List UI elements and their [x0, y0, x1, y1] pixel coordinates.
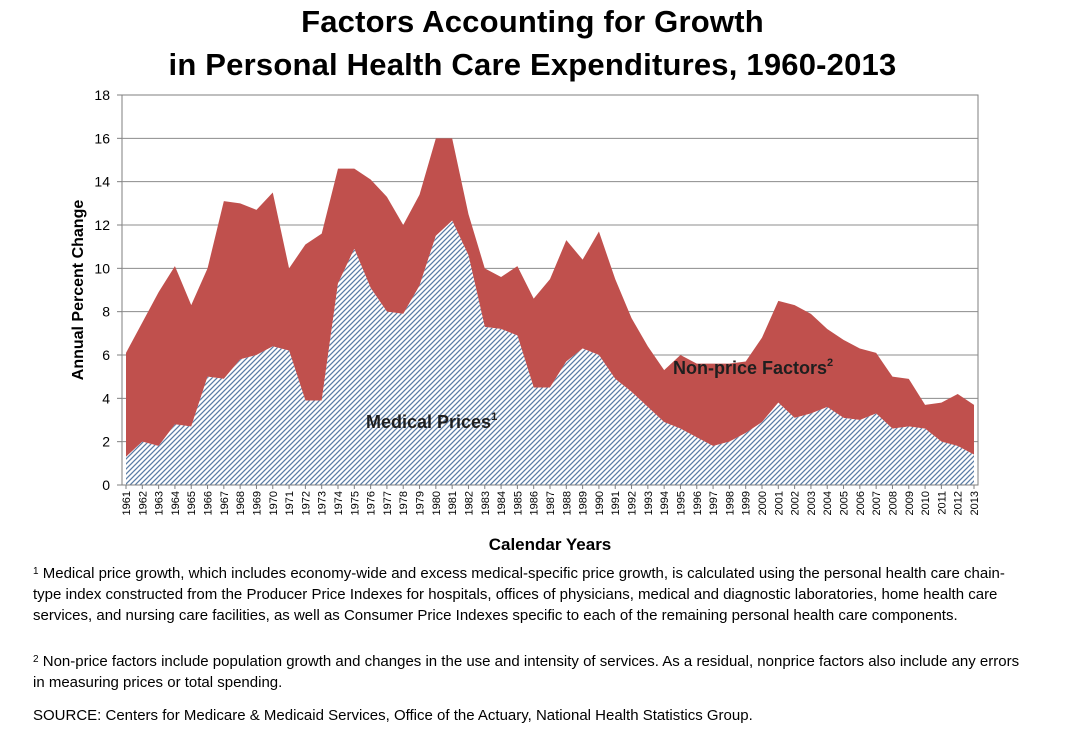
x-tick-label: 1995	[675, 491, 687, 515]
area-medical-prices	[126, 220, 974, 485]
x-tick-label: 1990	[594, 491, 606, 515]
footnote-1: 1 Medical price growth, which includes e…	[33, 563, 1033, 626]
source-note: SOURCE: Centers for Medicare & Medicaid …	[33, 707, 753, 724]
x-tick-label: 1980	[431, 491, 443, 515]
y-tick-label: 10	[94, 260, 110, 276]
x-tick-label: 1986	[529, 491, 541, 515]
x-tick-label: 1973	[317, 491, 329, 515]
x-tick-label: 1977	[382, 491, 394, 515]
footnote-1-text: Medical price growth, which includes eco…	[33, 565, 1005, 624]
x-tick-label: 2002	[790, 491, 802, 515]
x-tick-label: 2006	[855, 491, 867, 515]
y-axis-label: Annual Percent Change	[70, 200, 87, 381]
y-tick-label: 4	[102, 390, 110, 406]
x-tick-label: 1992	[627, 491, 639, 515]
x-tick-label: 1996	[692, 491, 704, 515]
area-non-price-factors	[126, 138, 974, 457]
x-tick-label: 1968	[235, 491, 247, 515]
x-tick-label: 1972	[300, 491, 312, 515]
x-tick-label: 1961	[121, 491, 133, 515]
footnote-2-text: Non-price factors include population gro…	[33, 653, 1020, 691]
x-tick-label: 2011	[936, 491, 948, 515]
x-tick-label: 1978	[398, 491, 410, 515]
chart-title-line-1: Factors Accounting for Growth	[301, 4, 764, 39]
x-tick-label: 1997	[708, 491, 720, 515]
x-tick-label: 1998	[724, 491, 736, 515]
x-tick-label: 2009	[904, 491, 916, 515]
x-tick-label: 1971	[284, 491, 296, 515]
x-tick-label: 1970	[268, 491, 280, 515]
x-tick-label: 1974	[333, 491, 345, 515]
x-tick-label: 2004	[822, 491, 834, 515]
x-tick-label: 2001	[773, 491, 785, 515]
x-tick-label: 2010	[920, 491, 932, 515]
x-tick-label: 1984	[496, 491, 508, 515]
area-chart: 0 2 4 6 8 10 12 14 16 18 1961 1962 1963 1964 1965 1966…	[70, 87, 981, 554]
x-tick-label: 2012	[953, 491, 965, 515]
y-tick-label: 14	[94, 174, 110, 190]
series-label-non-price-factors: Non-price Factors2	[673, 357, 833, 378]
y-tick-label: 6	[102, 347, 110, 363]
x-tick-label: 1994	[659, 491, 671, 515]
x-axis-label: Calendar Years	[489, 535, 612, 554]
x-tick-label: 1963	[154, 491, 166, 515]
x-tick-label: 2000	[757, 491, 769, 515]
x-tick-label: 2003	[806, 491, 818, 515]
x-tick-label: 1981	[447, 491, 459, 515]
footnote-2: 2 Non-price factors include population g…	[33, 651, 1033, 693]
x-tick-label: 1991	[610, 491, 622, 515]
chart-title-line-2: in Personal Health Care Expenditures, 19…	[168, 47, 897, 82]
x-tick-label: 1975	[349, 491, 361, 515]
x-tick-label: 1962	[137, 491, 149, 515]
x-axis: 1961 1962 1963 1964 1965 1966 1967 1968 1969 1970…	[121, 484, 981, 515]
y-tick-label: 12	[94, 217, 110, 233]
x-tick-label: 2007	[871, 491, 883, 515]
x-tick-label: 1965	[186, 491, 198, 515]
series-areas	[126, 138, 974, 485]
x-tick-label: 1964	[170, 491, 182, 515]
x-tick-label: 1993	[643, 491, 655, 515]
x-tick-label: 1976	[366, 491, 378, 515]
x-tick-label: 1989	[578, 491, 590, 515]
y-tick-label: 16	[94, 130, 110, 146]
x-tick-label: 1966	[203, 491, 215, 515]
y-tick-label: 8	[102, 304, 110, 320]
x-tick-label: 1969	[251, 491, 263, 515]
y-axis: 0 2 4 6 8 10 12 14 16 18	[94, 87, 122, 493]
x-tick-label: 1979	[415, 491, 427, 515]
x-tick-label: 1983	[480, 491, 492, 515]
footnote-2-marker: 2	[33, 654, 39, 665]
footnote-1-marker: 1	[33, 566, 39, 577]
x-tick-label: 2013	[969, 491, 981, 515]
x-tick-label: 1982	[463, 491, 475, 515]
y-tick-label: 2	[102, 434, 110, 450]
x-tick-label: 1999	[741, 491, 753, 515]
series-label-medical-prices: Medical Prices1	[366, 411, 497, 432]
x-tick-label: 1987	[545, 491, 557, 515]
x-tick-label: 2008	[887, 491, 899, 515]
x-tick-label: 1988	[561, 491, 573, 515]
y-tick-label: 18	[94, 87, 110, 103]
x-tick-label: 2005	[839, 491, 851, 515]
x-tick-label: 1967	[219, 491, 231, 515]
y-tick-label: 0	[102, 477, 110, 493]
x-tick-label: 1985	[512, 491, 524, 515]
